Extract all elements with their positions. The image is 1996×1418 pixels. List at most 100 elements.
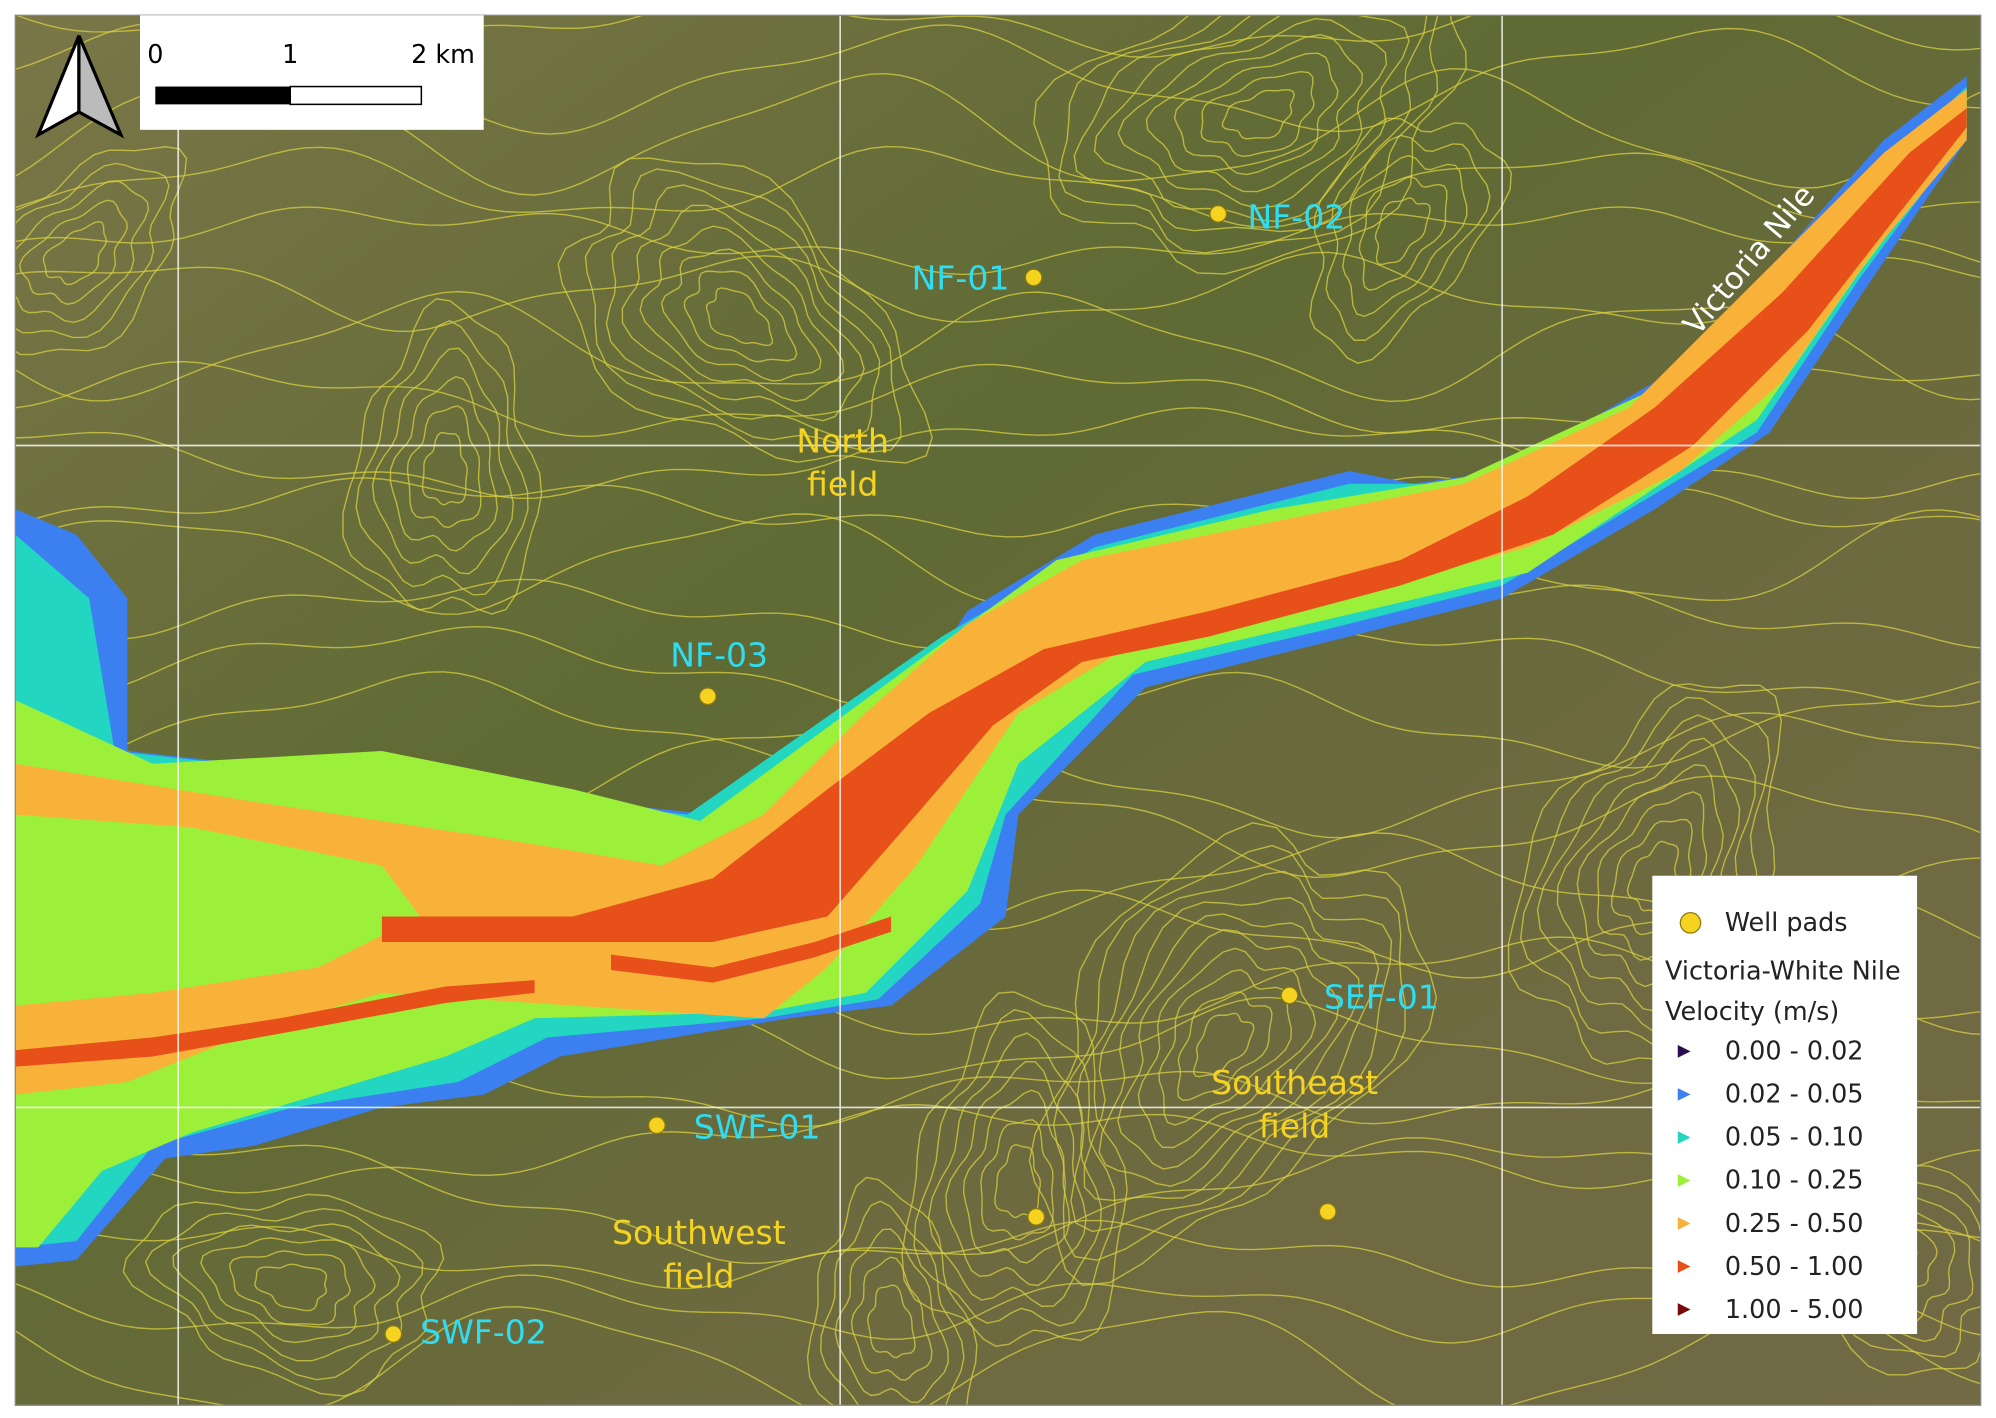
scale-bar-white	[289, 85, 423, 106]
north-arrow	[34, 35, 125, 139]
contour	[172, 1223, 401, 1362]
legend-title: Victoria-White Nile	[1665, 956, 1901, 986]
well-pad	[647, 1116, 666, 1135]
contour	[913, 1008, 1116, 1327]
river-green-bar	[15, 814, 421, 1006]
contour	[834, 1228, 949, 1404]
contour	[962, 1089, 1071, 1264]
legend-label: 0.25 - 0.50	[1725, 1209, 1864, 1239]
contour	[1070, 870, 1393, 1233]
contour	[122, 1193, 445, 1397]
contour	[1221, 89, 1295, 140]
legend-symbol	[1677, 1174, 1691, 1187]
contour	[15, 206, 1981, 276]
contour	[15, 290, 1981, 403]
fields: North field Southeast field Southwest field	[612, 421, 1378, 1295]
well-label: SWF-01	[694, 1108, 821, 1147]
legend-symbol	[1677, 1303, 1691, 1316]
legend-label: Well pads	[1725, 908, 1848, 938]
contour	[639, 225, 845, 402]
contour	[621, 204, 865, 422]
contour	[1098, 913, 1361, 1187]
contour	[1137, 947, 1317, 1149]
contour	[1052, 844, 1406, 1261]
field-label: Southeast	[1211, 1063, 1378, 1102]
scale-label: 1	[282, 40, 298, 70]
legend-label: 0.05 - 0.10	[1725, 1123, 1864, 1153]
legend-label: 0.10 - 0.25	[1725, 1166, 1864, 1196]
contour	[371, 347, 514, 575]
contour	[1073, 15, 1428, 233]
legend-label: 1.00 - 5.00	[1725, 1295, 1864, 1325]
contour	[144, 1208, 424, 1381]
well-pad	[698, 687, 717, 706]
scale-bar-black	[155, 86, 291, 105]
well-label: SEF-01	[1324, 978, 1439, 1017]
contour	[1177, 991, 1273, 1102]
river-red-strand	[15, 980, 535, 1067]
contour	[1117, 928, 1340, 1170]
field-label: North	[796, 421, 889, 460]
contour	[945, 1061, 1087, 1287]
contour	[15, 162, 170, 339]
contour	[229, 1250, 351, 1326]
well-pad	[384, 1325, 403, 1343]
field-label: field	[807, 465, 878, 504]
contour	[1358, 176, 1448, 291]
well-label: NF-01	[912, 259, 1010, 298]
contour	[850, 1256, 933, 1381]
field-label: field	[1259, 1106, 1330, 1145]
contour	[1193, 1012, 1255, 1078]
well-pad	[1318, 1202, 1337, 1221]
contour	[867, 1284, 916, 1359]
field-label: Southwest	[612, 1213, 786, 1252]
legend-well-symbol	[1679, 912, 1702, 934]
contour	[15, 146, 188, 356]
contour	[15, 145, 1981, 229]
scale-label: 0	[147, 40, 163, 70]
map-frame	[14, 14, 1982, 1406]
contour	[1200, 70, 1315, 158]
legend-symbol	[1677, 1260, 1691, 1273]
contour	[1058, 15, 1439, 254]
contour	[660, 248, 822, 382]
contour	[421, 431, 468, 506]
well-label: NF-03	[670, 635, 768, 674]
legend-label: 0.50 - 1.00	[1725, 1252, 1864, 1282]
contour	[406, 405, 482, 529]
contour	[1342, 154, 1468, 318]
contour	[1117, 18, 1388, 209]
legend-label: 0.02 - 0.05	[1725, 1080, 1864, 1110]
contour	[980, 1119, 1054, 1241]
contour	[42, 220, 107, 286]
contour	[1145, 34, 1364, 193]
scale-label: 2 km	[411, 40, 475, 70]
contour	[342, 298, 543, 615]
legend-symbol	[1677, 1131, 1691, 1144]
contour	[1325, 134, 1491, 341]
legend-symbol	[1677, 1045, 1691, 1058]
contour	[820, 1200, 965, 1406]
legend: Well pads Victoria-White Nile Velocity (…	[1652, 875, 1918, 1334]
field-label: field	[663, 1256, 734, 1295]
contour	[1173, 52, 1339, 176]
contour	[605, 184, 881, 439]
well-pad	[1280, 986, 1299, 1005]
contour	[254, 1263, 328, 1312]
well-pad	[1209, 204, 1228, 223]
contour	[15, 251, 1981, 333]
river-orange	[15, 89, 1967, 1095]
legend-box	[1652, 875, 1918, 1334]
legend-symbol	[1677, 1217, 1691, 1230]
contour	[389, 376, 498, 552]
contour	[355, 319, 529, 596]
contour	[1374, 197, 1431, 266]
well-label: SWF-02	[420, 1312, 547, 1351]
scale-bar-box	[140, 15, 484, 130]
north-arrow-right	[77, 35, 125, 139]
scale-bar: 0 1 2 km	[140, 15, 484, 130]
well-pad	[1027, 1207, 1046, 1226]
contour	[1309, 117, 1512, 365]
